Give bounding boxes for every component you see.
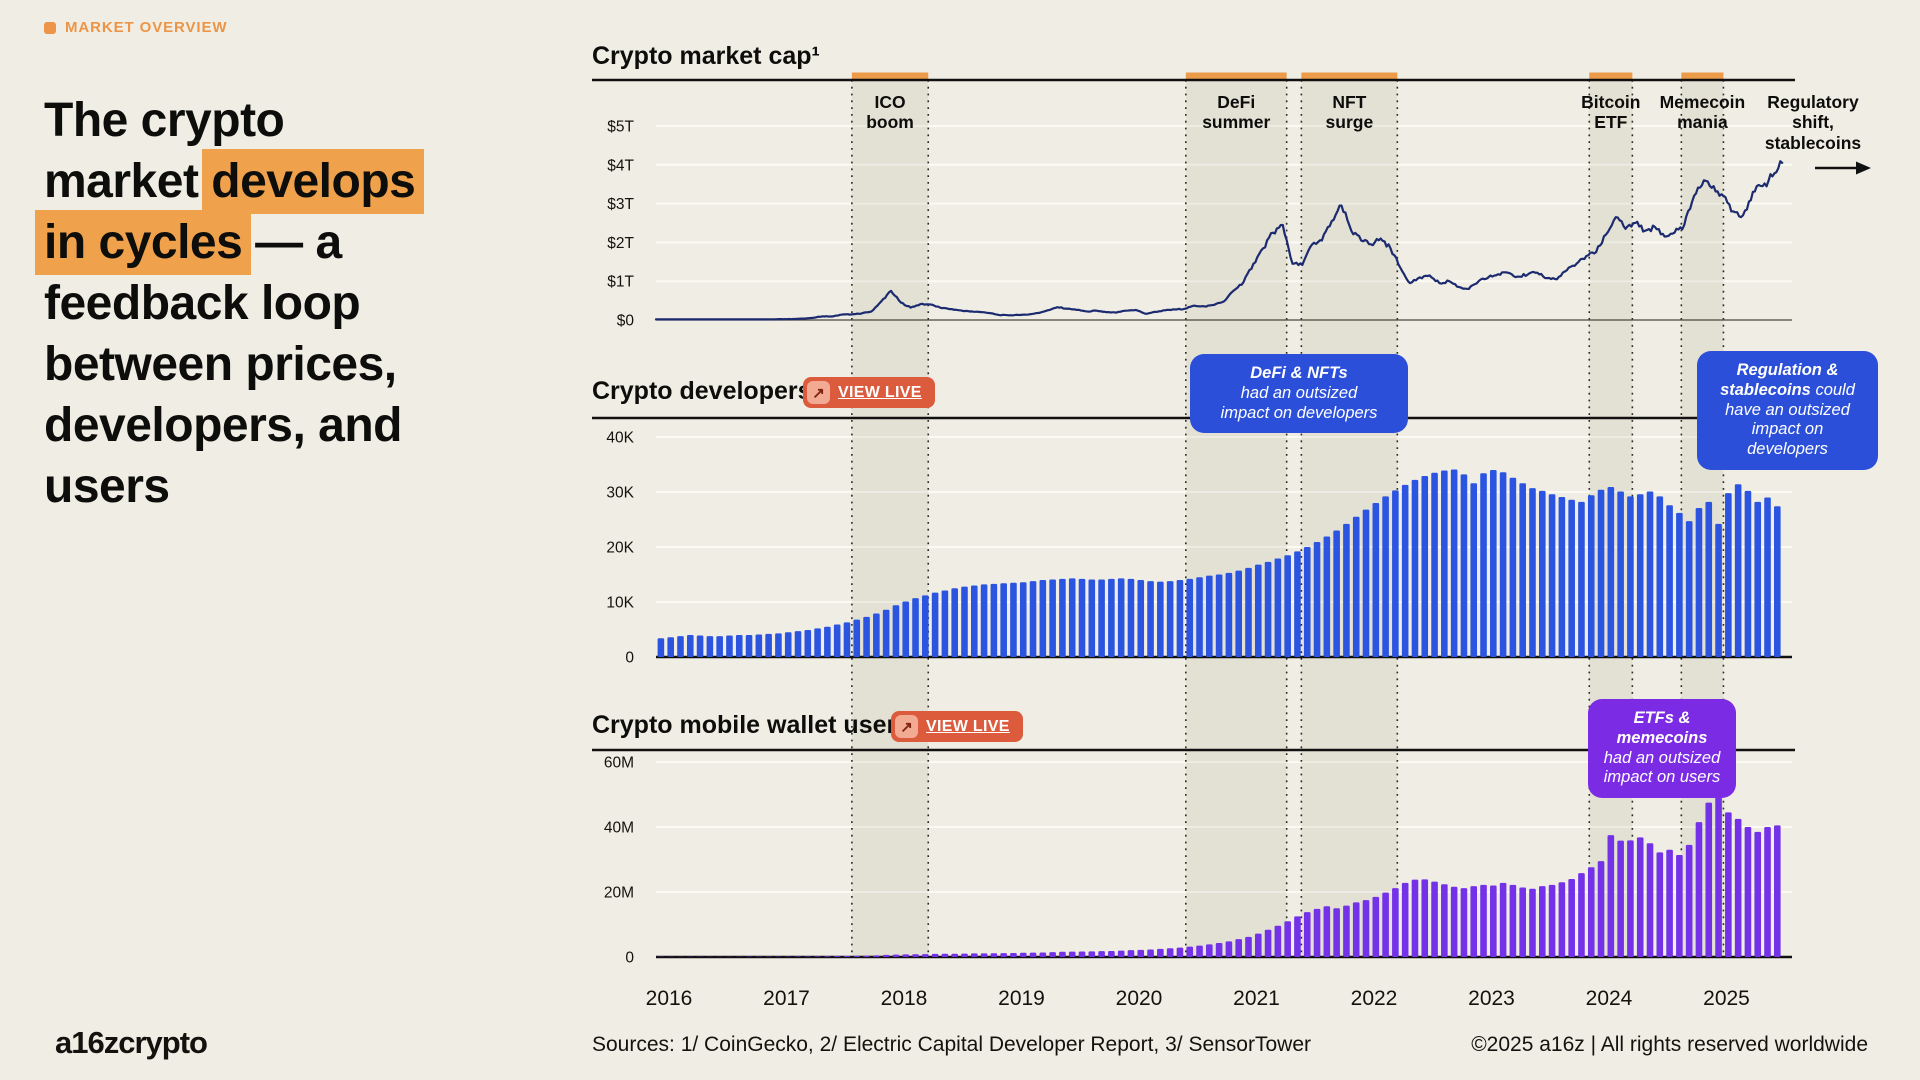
callout-defi-nfts: DeFi & NFTs had an outsized impact on deve… bbox=[1190, 354, 1408, 434]
page-title-line: developers, and bbox=[44, 399, 402, 452]
callout-regulation-stablecoins: Regulation & stablecoins could have an out… bbox=[1697, 351, 1878, 470]
svg-text:$4T: $4T bbox=[607, 157, 634, 174]
a16zcrypto-logo: a16zcrypto bbox=[55, 1025, 208, 1060]
svg-text:2021: 2021 bbox=[1233, 987, 1280, 1010]
market-cap-title: Crypto market cap¹ bbox=[592, 42, 820, 70]
page-title: The crypto market develops in cycles — a fe… bbox=[35, 90, 489, 517]
svg-text:0: 0 bbox=[625, 950, 634, 967]
svg-text:20K: 20K bbox=[606, 540, 634, 557]
view-live-label: VIEW LIVE bbox=[926, 717, 1010, 735]
svg-text:2025: 2025 bbox=[1703, 987, 1750, 1010]
wallet-users-title: Crypto mobile wallet users³ bbox=[592, 711, 919, 739]
event-band-label: Memecoin mania bbox=[1659, 92, 1746, 133]
page-title-line: feedback loop bbox=[44, 277, 361, 330]
svg-text:2019: 2019 bbox=[998, 987, 1045, 1010]
eyebrow-label: MARKET OVERVIEW bbox=[65, 19, 228, 36]
page-title-line: users bbox=[44, 460, 170, 513]
arrow-up-right-icon: ↗ bbox=[807, 381, 830, 404]
view-live-label: VIEW LIVE bbox=[838, 383, 922, 401]
event-band-label: Bitcoin ETF bbox=[1581, 92, 1641, 133]
event-band-label: NFT surge bbox=[1325, 92, 1374, 133]
svg-text:2018: 2018 bbox=[881, 987, 928, 1010]
eyebrow: MARKET OVERVIEW bbox=[44, 19, 227, 36]
event-band-label: DeFi summer bbox=[1202, 92, 1271, 133]
svg-text:$0: $0 bbox=[617, 313, 635, 330]
svg-text:$2T: $2T bbox=[607, 235, 634, 252]
callout-etfs-memecoins: ETFs & memecoins had an outsized impact on … bbox=[1588, 699, 1736, 799]
copyright-note: ©2025 a16z | All rights reserved worldwi… bbox=[1471, 1033, 1868, 1056]
page-title-line: The crypto bbox=[44, 94, 285, 147]
wallet-users-view-live-button[interactable]: ↗ VIEW LIVE bbox=[891, 711, 1023, 742]
svg-text:20M: 20M bbox=[604, 885, 634, 902]
svg-text:40K: 40K bbox=[606, 430, 634, 447]
page-title-line: market develops bbox=[44, 149, 489, 214]
svg-text:2024: 2024 bbox=[1586, 987, 1633, 1010]
svg-text:2023: 2023 bbox=[1468, 987, 1515, 1010]
svg-text:40M: 40M bbox=[604, 820, 634, 837]
page-title-line: in cycles — a bbox=[35, 210, 489, 275]
svg-text:$1T: $1T bbox=[607, 274, 634, 291]
developers-view-live-button[interactable]: ↗ VIEW LIVE bbox=[803, 377, 935, 408]
svg-text:2017: 2017 bbox=[763, 987, 810, 1010]
future-event-label: Regulatory shift, stablecoins bbox=[1764, 92, 1862, 153]
svg-text:$3T: $3T bbox=[607, 196, 634, 213]
svg-text:60M: 60M bbox=[604, 755, 634, 772]
developers-title: Crypto developers² bbox=[592, 377, 820, 405]
eyebrow-square-icon bbox=[44, 21, 56, 34]
svg-text:2016: 2016 bbox=[646, 987, 693, 1010]
svg-text:2020: 2020 bbox=[1116, 987, 1163, 1010]
svg-text:30K: 30K bbox=[606, 485, 634, 502]
svg-text:2022: 2022 bbox=[1351, 987, 1398, 1010]
svg-text:10K: 10K bbox=[606, 595, 634, 612]
sources-note: Sources: 1/ CoinGecko, 2/ Electric Capit… bbox=[592, 1033, 1311, 1056]
svg-text:$5T: $5T bbox=[607, 119, 634, 136]
svg-text:0: 0 bbox=[625, 650, 634, 667]
arrow-up-right-icon: ↗ bbox=[895, 715, 918, 738]
page-title-line: between prices, bbox=[44, 338, 397, 391]
event-band-label: ICO boom bbox=[866, 92, 914, 133]
